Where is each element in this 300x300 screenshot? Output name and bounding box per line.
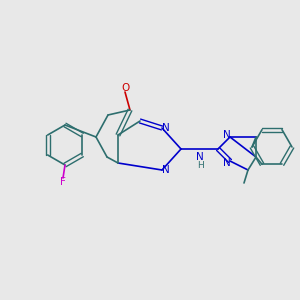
Text: N: N bbox=[162, 165, 170, 175]
Text: N: N bbox=[162, 123, 170, 133]
Text: H: H bbox=[196, 160, 203, 169]
Text: N: N bbox=[196, 152, 204, 162]
Text: F: F bbox=[60, 177, 66, 187]
Text: O: O bbox=[121, 83, 129, 93]
Text: N: N bbox=[223, 158, 231, 168]
Text: N: N bbox=[223, 130, 231, 140]
